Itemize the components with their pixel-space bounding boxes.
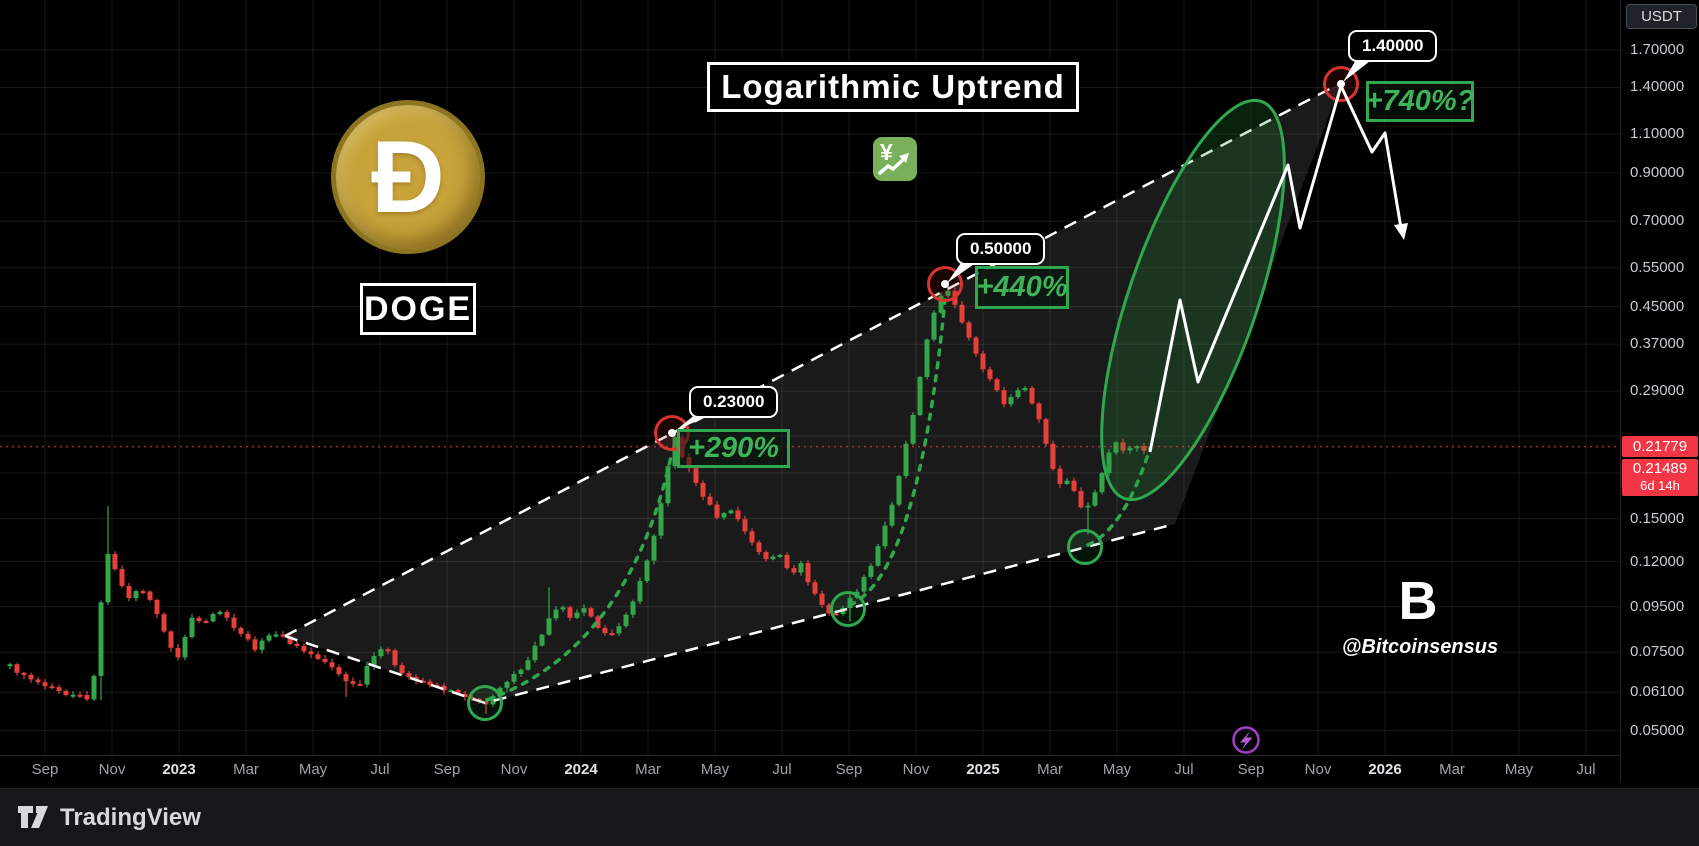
bitcoinsensus-logo: B xyxy=(1398,571,1438,631)
price-axis-label: 0.70000 xyxy=(1630,212,1685,229)
price-axis-label: 1.40000 xyxy=(1630,78,1685,95)
time-axis-label: Mar xyxy=(635,761,661,778)
doge-coin-logo: Ð xyxy=(331,100,485,254)
time-axis-label: Mar xyxy=(1439,761,1465,778)
price-axis-label: 0.55000 xyxy=(1630,259,1685,276)
quote-currency-badge[interactable]: USDT xyxy=(1626,4,1697,29)
time-axis-label: 2025 xyxy=(966,761,1000,778)
time-axis-label: 2026 xyxy=(1368,761,1402,778)
price-axis-label: 0.09500 xyxy=(1630,598,1685,615)
price-axis-label: 0.29000 xyxy=(1630,382,1685,399)
time-axis-label: Nov xyxy=(500,761,528,778)
close-price: 0.21489 xyxy=(1632,460,1688,477)
time-axis-label: Sep xyxy=(1237,761,1265,778)
event-lightning-icon[interactable] xyxy=(1232,726,1260,754)
price-callout-0.50: 0.50000 xyxy=(956,233,1046,265)
price-axis-label: 0.37000 xyxy=(1630,335,1685,352)
pct-gain-badge-440: +440% xyxy=(975,266,1069,309)
bitcoinsensus-handle: @Bitcoinsensus xyxy=(1341,636,1499,658)
price-callout-1.40: 1.40000 xyxy=(1348,30,1438,62)
time-axis-label: Jul xyxy=(370,761,390,778)
projection-arrow xyxy=(1148,85,1408,453)
price-axis-label: 1.10000 xyxy=(1630,125,1685,142)
emoji-chart-line xyxy=(878,153,909,175)
footer-bar: TradingView xyxy=(0,788,1699,846)
price-axis-label: 0.06100 xyxy=(1630,683,1685,700)
time-axis-label: Nov xyxy=(902,761,930,778)
time-axis-label: Jul xyxy=(1576,761,1596,778)
time-axis-label: 2023 xyxy=(162,761,196,778)
last-price-badge: 0.21779 xyxy=(1622,436,1698,457)
tradingview-brand[interactable]: TradingView xyxy=(60,803,201,831)
price-axis-label: 0.15000 xyxy=(1630,510,1685,527)
time-axis-label: May xyxy=(700,761,730,778)
close-countdown-badge: 0.21489 6d 14h xyxy=(1622,459,1698,496)
time-axis-label: Mar xyxy=(1037,761,1063,778)
candlesticks xyxy=(7,280,1147,714)
doge-ticker-label: DOGE xyxy=(360,283,476,335)
time-axis-label: Sep xyxy=(31,761,59,778)
price-axis-separator xyxy=(1620,0,1621,782)
doge-coin-letter: Ð xyxy=(371,120,445,234)
trend-channel-fill xyxy=(285,83,1341,703)
price-callout-0.23: 0.23000 xyxy=(689,386,779,418)
time-axis-separator xyxy=(0,755,1620,756)
time-axis-label: Nov xyxy=(1304,761,1332,778)
time-axis-label: May xyxy=(1504,761,1534,778)
yen-glyph: ¥ xyxy=(880,139,893,165)
countdown-timer: 6d 14h xyxy=(1640,478,1680,493)
price-axis-label: 1.70000 xyxy=(1630,41,1685,58)
support-curves xyxy=(485,298,1152,702)
time-axis-label: Sep xyxy=(835,761,863,778)
time-axis-label: Jul xyxy=(772,761,792,778)
price-axis-label: 0.90000 xyxy=(1630,164,1685,181)
price-axis-label: 0.07500 xyxy=(1630,643,1685,660)
time-axis-label: Nov xyxy=(98,761,126,778)
price-axis-label: 0.05000 xyxy=(1630,722,1685,739)
chart-increasing-yen-icon: ¥ xyxy=(873,137,917,181)
time-axis-label: Jul xyxy=(1174,761,1194,778)
projection-ellipse xyxy=(1100,98,1286,502)
time-axis-label: May xyxy=(298,761,328,778)
price-axis-label: 0.12000 xyxy=(1630,553,1685,570)
time-axis-label: Mar xyxy=(233,761,259,778)
tradingview-logo-icon[interactable] xyxy=(16,804,50,832)
time-axis-label: 2024 xyxy=(564,761,598,778)
chart-title-box: Logarithmic Uptrend xyxy=(707,62,1079,112)
pct-gain-badge-290: +290% xyxy=(677,429,790,468)
trend-channel-lines xyxy=(284,81,1342,705)
time-axis-label: May xyxy=(1102,761,1132,778)
price-axis-label: 0.45000 xyxy=(1630,298,1685,315)
pct-gain-badge-740: +740%? xyxy=(1366,81,1474,122)
time-axis-label: Sep xyxy=(433,761,461,778)
